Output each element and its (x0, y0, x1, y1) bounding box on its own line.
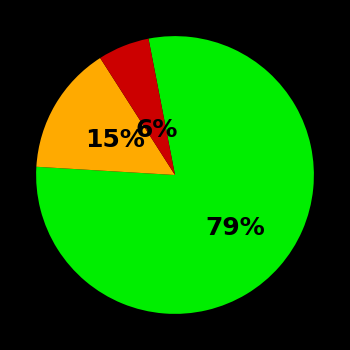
Wedge shape (100, 38, 175, 175)
Text: 6%: 6% (136, 118, 178, 142)
Wedge shape (36, 58, 175, 175)
Text: 79%: 79% (206, 216, 266, 240)
Text: 15%: 15% (85, 128, 145, 152)
Wedge shape (36, 36, 314, 314)
